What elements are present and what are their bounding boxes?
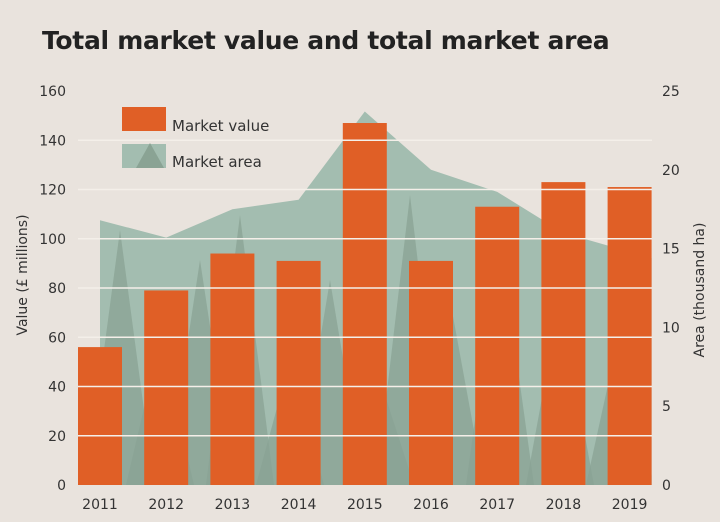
y-tick-label: 20 xyxy=(48,429,66,445)
bar-2017 xyxy=(475,206,520,486)
y-tick-label: 80 xyxy=(48,281,66,297)
bar-2019 xyxy=(607,187,652,485)
x-tick-label: 2019 xyxy=(612,497,648,513)
y-tick-label: 60 xyxy=(48,330,66,346)
y-tick-label: 0 xyxy=(57,478,66,494)
y-axis-label: Value (£ millions) xyxy=(15,214,31,335)
y2-axis-label: Area (thousand ha) xyxy=(692,223,708,358)
bar-2014 xyxy=(276,260,321,485)
legend-label-market-value: Market value xyxy=(172,117,269,135)
x-tick-label: 2016 xyxy=(413,497,449,513)
bar-2018 xyxy=(541,182,586,486)
y-tick-label: 40 xyxy=(48,380,66,396)
bar-2011 xyxy=(78,347,122,485)
y-tick-label: 100 xyxy=(39,232,66,248)
legend-label-market-area: Market area xyxy=(172,153,262,171)
y-tick-label: 140 xyxy=(39,133,66,149)
x-tick-label: 2011 xyxy=(82,497,118,513)
y2-tick-label: 20 xyxy=(662,163,680,179)
bar-2013 xyxy=(210,253,255,485)
y2-tick-label: 0 xyxy=(662,478,671,494)
x-tick-label: 2017 xyxy=(479,497,515,513)
y-tick-label: 120 xyxy=(39,183,66,199)
x-tick-label: 2018 xyxy=(546,497,582,513)
bar-2012 xyxy=(144,290,189,485)
x-tick-label: 2013 xyxy=(215,497,251,513)
legend-swatch-market-value xyxy=(122,107,166,131)
chart-title: Total market value and total market area xyxy=(42,26,610,55)
bar-2016 xyxy=(409,260,453,485)
y2-tick-label: 5 xyxy=(662,399,671,415)
x-tick-label: 2014 xyxy=(281,497,317,513)
x-tick-label: 2015 xyxy=(347,497,383,513)
y2-tick-label: 25 xyxy=(662,84,680,100)
tree-icon xyxy=(136,143,164,168)
y2-tick-label: 15 xyxy=(662,242,680,258)
bar-2015 xyxy=(342,123,387,485)
y2-tick-label: 10 xyxy=(662,320,680,336)
y-tick-label: 160 xyxy=(39,84,66,100)
x-tick-label: 2012 xyxy=(148,497,184,513)
